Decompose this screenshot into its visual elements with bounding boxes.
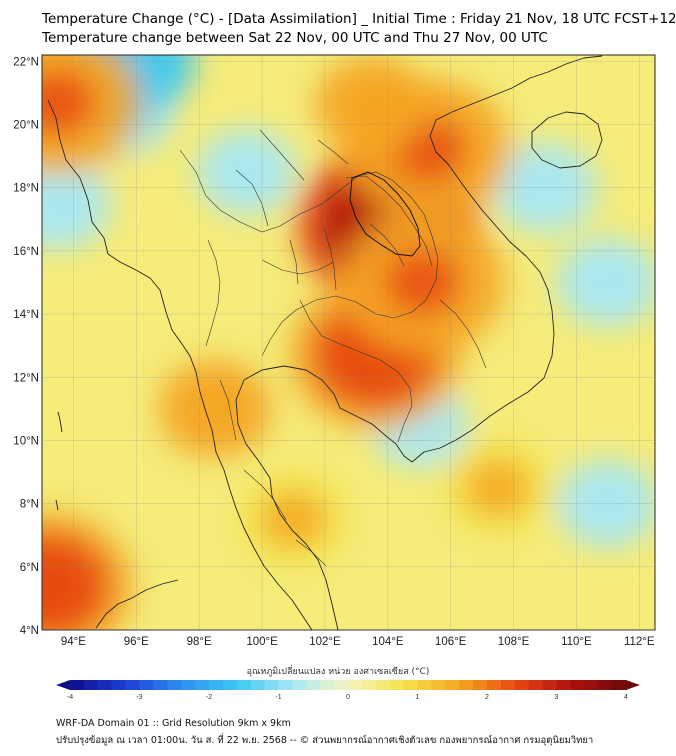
- colorbar-cell: [542, 680, 557, 690]
- colorbar-cell: [584, 680, 599, 690]
- colorbar-tick-label: -3: [136, 694, 142, 701]
- longitude-label: 94°E: [61, 636, 86, 648]
- colorbar-cell: [459, 680, 474, 690]
- colorbar-cell: [83, 680, 99, 690]
- colorbar-tick-label: 2: [485, 694, 489, 701]
- colorbar-cell: [334, 680, 349, 690]
- colorbar-tick-label: 1: [416, 694, 420, 701]
- colorbar-cell: [403, 680, 418, 690]
- footer-model-info: WRF-DA Domain 01 :: Grid Resolution 9km …: [56, 718, 291, 729]
- colorbar-cell: [236, 680, 252, 690]
- field-anomaly-southern-laos: [384, 249, 461, 316]
- latitude-label: 10°N: [13, 435, 39, 447]
- latitude-label: 14°N: [13, 309, 39, 321]
- field-anomaly-bay-of-bengal-west: [42, 176, 89, 231]
- field-anomaly-north-laos: [336, 74, 408, 137]
- colorbar-cell: [153, 680, 168, 690]
- colorbar-cell: [292, 680, 307, 690]
- colorbar-cell: [361, 680, 377, 690]
- colorbar-cell: [389, 680, 405, 690]
- admin-borders: [179, 129, 487, 567]
- colorbar-cell: [445, 680, 460, 690]
- latitude-label: 22°N: [13, 56, 39, 68]
- colorbar-cell: [181, 680, 196, 690]
- latitude-labels: 22°N 20°N 18°N 16°N 14°N 12°N 10°N 8°N 6°N 4°N: [13, 56, 39, 637]
- field-anomaly-myanmar-shan: [218, 147, 275, 197]
- colorbar-cell: [487, 680, 502, 690]
- longitude-label: 102°E: [309, 636, 341, 648]
- colorbar-min-arrow: [56, 680, 70, 690]
- colorbar: -4 -3 -2 -1 0 1 2 3 4: [56, 680, 640, 701]
- field-anomaly-gulf-of-thailand-south: [260, 491, 327, 548]
- colorbar-tick-label: -1: [275, 694, 281, 701]
- graticule: [42, 55, 655, 631]
- colorbar-cell: [111, 680, 127, 690]
- colorbar-cell: [250, 680, 266, 690]
- longitude-label: 104°E: [372, 636, 404, 648]
- colorbar-cell: [264, 680, 279, 690]
- colorbar-cell: [556, 680, 571, 690]
- chart-subtitle: Temperature change between Sat 22 Nov, 0…: [42, 30, 548, 46]
- field-anomaly-south-china-sea-north: [577, 256, 638, 309]
- colorbar-cell: [195, 680, 210, 690]
- longitude-label: 110°E: [561, 636, 592, 648]
- colorbar-cell: [125, 680, 140, 690]
- colorbar-cell: [209, 680, 224, 690]
- colorbar-cell: [70, 680, 85, 690]
- colorbar-cell: [500, 680, 516, 690]
- colorbar-cell: [528, 680, 544, 690]
- colorbar-tick-label: 4: [624, 694, 628, 701]
- colorbar-cell: [612, 680, 627, 690]
- latitude-label: 8°N: [20, 499, 39, 511]
- latitude-label: 20°N: [13, 120, 39, 132]
- colorbar-label: อุณหภูมิเปลี่ยนแปลง หน่วย องศาเซลเซียส (…: [246, 667, 430, 677]
- colorbar-cell: [598, 680, 613, 690]
- field-anomaly-andaman-sea-south: [42, 551, 88, 621]
- field-anomaly-west-myanmar: [42, 69, 96, 136]
- colorbar-max-arrow: [626, 680, 640, 690]
- colorbar-cell: [473, 680, 488, 690]
- footer-update-info: ปรับปรุงข้อมูล ณ เวลา 01:00น. วัน ส. ที่…: [56, 735, 594, 746]
- colorbar-cell: [306, 680, 321, 690]
- colorbar-cell: [97, 680, 113, 690]
- temperature-change-map: 22°N 20°N 18°N 16°N 14°N 12°N 10°N 8°N 6°N 4°N 94…: [13, 54, 656, 648]
- colorbar-cell: [570, 680, 585, 690]
- longitude-label: 96°E: [124, 636, 149, 648]
- colorbar-cell: [167, 680, 182, 690]
- latitude-label: 4°N: [20, 625, 39, 637]
- colorbar-cell: [222, 680, 238, 690]
- colorbar-tick-label: 3: [555, 694, 559, 701]
- coastlines: [47, 55, 603, 630]
- colorbar-cell: [417, 680, 432, 690]
- latitude-label: 6°N: [20, 562, 39, 574]
- field-anomaly-south-china-sea-east: [464, 458, 532, 517]
- chart-title: Temperature Change (°C) - [Data Assimila…: [42, 11, 676, 27]
- field-anomaly-tenasserim: [180, 378, 250, 440]
- colorbar-cell: [375, 680, 391, 690]
- map-field: [42, 55, 655, 630]
- colorbar-tick-label: -4: [67, 694, 73, 701]
- longitude-label: 98°E: [187, 636, 212, 648]
- colorbar-cell: [320, 680, 335, 690]
- colorbar-cell: [431, 680, 446, 690]
- latitude-label: 18°N: [13, 183, 39, 195]
- colorbar-tick-label: 0: [346, 694, 350, 701]
- colorbar-cell: [139, 680, 154, 690]
- longitude-label: 108°E: [498, 636, 530, 648]
- longitude-labels: 94°E 96°E 98°E 100°E 102°E 104°E 106°E 108°E 110…: [61, 636, 655, 648]
- latitude-label: 12°N: [13, 372, 39, 384]
- longitude-label: 112°E: [624, 636, 655, 648]
- colorbar-tick-label: -2: [206, 694, 212, 701]
- colorbar-cell: [278, 680, 293, 690]
- colorbar-cell: [514, 680, 530, 690]
- longitude-label: 100°E: [246, 636, 278, 648]
- latitude-label: 16°N: [13, 246, 39, 258]
- colorbar-cell: [348, 680, 363, 690]
- longitude-label: 106°E: [435, 636, 467, 648]
